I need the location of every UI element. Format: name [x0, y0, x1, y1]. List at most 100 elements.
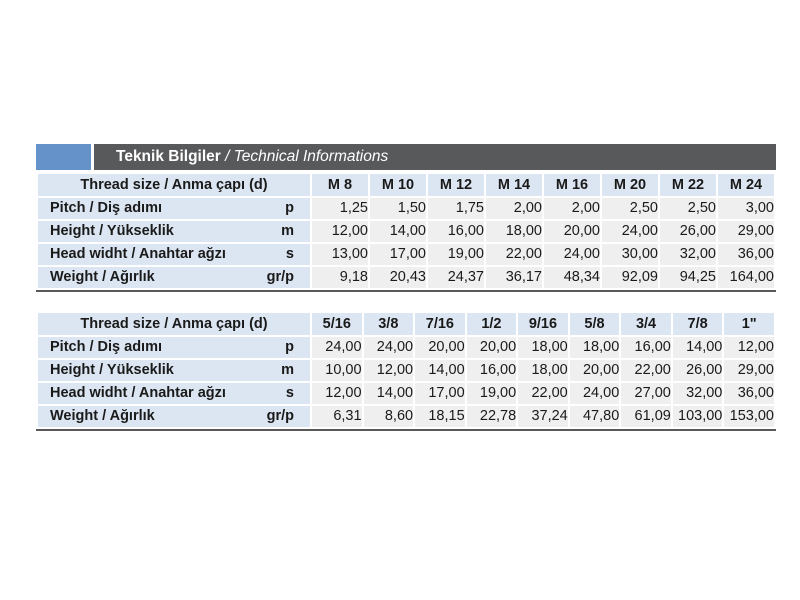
value-cell: 18,00	[569, 337, 620, 358]
row-label: Weight / Ağırlık	[50, 269, 155, 285]
value-cell: 22,00	[518, 383, 568, 404]
column-header: 1"	[724, 313, 774, 335]
value-cell: 20,00	[466, 337, 517, 358]
row-parameter-symbol: m	[281, 223, 294, 239]
value-cell: 20,00	[569, 360, 620, 381]
row-label: Head widht / Anahtar ağzı	[50, 246, 226, 262]
value-cell: 2,00	[544, 198, 600, 219]
title-accent-block	[36, 144, 91, 170]
row-label-cell: Weight / Ağırlık gr/p	[38, 406, 310, 427]
value-cell: 17,00	[415, 383, 465, 404]
value-cell: 24,00	[544, 244, 600, 265]
imperial-thread-table: Thread size / Anma çapı (d) 5/16 3/8 7/16 1/…	[36, 311, 776, 429]
row-label: Pitch / Diş adımı	[50, 339, 162, 355]
value-cell: 17,00	[370, 244, 426, 265]
value-cell: 12,00	[312, 383, 362, 404]
value-cell: 14,00	[415, 360, 465, 381]
value-cell: 92,09	[602, 267, 658, 288]
row-label: Height / Yükseklik	[50, 223, 174, 239]
value-cell: 18,15	[415, 406, 465, 427]
value-cell: 153,00	[724, 406, 774, 427]
value-cell: 18,00	[518, 360, 568, 381]
value-cell: 2,50	[602, 198, 658, 219]
column-header: 3/8	[363, 313, 414, 335]
value-cell: 12,00	[363, 360, 414, 381]
table-row: Weight / Ağırlık gr/p 9,18 20,43 24,37 36,17 4…	[38, 267, 774, 288]
value-cell: 36,00	[724, 383, 774, 404]
value-cell: 18,00	[518, 337, 568, 358]
value-cell: 12,00	[312, 221, 368, 242]
column-header: 9/16	[518, 313, 568, 335]
value-cell: 20,43	[370, 267, 426, 288]
value-cell: 16,00	[621, 337, 671, 358]
table-row: Height / Yükseklik m 12,00 14,00 16,00 18,00 2…	[38, 221, 774, 242]
value-cell: 36,17	[486, 267, 542, 288]
table-row: Height / Yükseklik m 10,00 12,00 14,00 16,00 1…	[38, 360, 774, 381]
value-cell: 1,75	[428, 198, 484, 219]
value-cell: 16,00	[428, 221, 484, 242]
value-cell: 61,09	[621, 406, 671, 427]
value-cell: 30,00	[602, 244, 658, 265]
value-cell: 1,25	[312, 198, 368, 219]
value-cell: 18,00	[486, 221, 542, 242]
row-parameter-symbol: s	[285, 246, 294, 262]
value-cell: 36,00	[718, 244, 774, 265]
value-cell: 27,00	[621, 383, 671, 404]
row-label-cell: Weight / Ağırlık gr/p	[38, 267, 310, 288]
section-title-english: / Technical Informations	[220, 148, 389, 165]
value-cell: 14,00	[363, 383, 414, 404]
section-title-turkish: Teknik Bilgiler	[116, 148, 221, 165]
row-label: Height / Yükseklik	[50, 362, 174, 378]
value-cell: 24,00	[363, 337, 414, 358]
column-header: 5/8	[569, 313, 620, 335]
column-header: M 20	[602, 174, 658, 196]
section-title-bar: Teknik Bilgiler / Technical Informations	[36, 144, 776, 170]
table-row: Weight / Ağırlık gr/p 6,31 8,60 18,15 22,78 37…	[38, 406, 774, 427]
value-cell: 48,34	[544, 267, 600, 288]
table-row: Head widht / Anahtar ağzı s 12,00 14,00 17,0…	[38, 383, 774, 404]
value-cell: 29,00	[718, 221, 774, 242]
column-header: 7/16	[415, 313, 465, 335]
value-cell: 24,00	[312, 337, 362, 358]
value-cell: 32,00	[672, 383, 723, 404]
table-row: Pitch / Diş adımı p 24,00 24,00 20,00 20,00 18…	[38, 337, 774, 358]
table-bottom-rule	[36, 429, 776, 431]
title-strip: Teknik Bilgiler / Technical Informations	[94, 144, 776, 170]
value-cell: 47,80	[569, 406, 620, 427]
value-cell: 94,25	[660, 267, 716, 288]
value-cell: 22,00	[486, 244, 542, 265]
header-row: Thread size / Anma çapı (d) 5/16 3/8 7/16 1/…	[38, 313, 774, 335]
value-cell: 26,00	[672, 360, 723, 381]
value-cell: 37,24	[518, 406, 568, 427]
row-label-cell: Pitch / Diş adımı p	[38, 198, 310, 219]
row-label: Pitch / Diş adımı	[50, 200, 162, 216]
value-cell: 19,00	[428, 244, 484, 265]
value-cell: 24,00	[602, 221, 658, 242]
value-cell: 20,00	[544, 221, 600, 242]
thread-size-header: Thread size / Anma çapı (d)	[38, 313, 310, 335]
row-parameter-symbol: gr/p	[266, 408, 294, 424]
value-cell: 9,18	[312, 267, 368, 288]
row-label: Weight / Ağırlık	[50, 408, 155, 424]
column-header: M 10	[370, 174, 426, 196]
value-cell: 26,00	[660, 221, 716, 242]
column-header: 5/16	[312, 313, 362, 335]
column-header: M 12	[428, 174, 484, 196]
table-row: Pitch / Diş adımı p 1,25 1,50 1,75 2,00 2,00 2,…	[38, 198, 774, 219]
row-label: Head widht / Anahtar ağzı	[50, 385, 226, 401]
value-cell: 29,00	[724, 360, 774, 381]
value-cell: 1,50	[370, 198, 426, 219]
column-header: M 14	[486, 174, 542, 196]
value-cell: 14,00	[672, 337, 723, 358]
value-cell: 12,00	[724, 337, 774, 358]
row-parameter-symbol: p	[285, 200, 294, 216]
row-label-cell: Pitch / Diş adımı p	[38, 337, 310, 358]
column-header: M 16	[544, 174, 600, 196]
row-label-cell: Head widht / Anahtar ağzı s	[38, 244, 310, 265]
value-cell: 20,00	[415, 337, 465, 358]
column-header: 7/8	[672, 313, 723, 335]
value-cell: 164,00	[718, 267, 774, 288]
value-cell: 10,00	[312, 360, 362, 381]
